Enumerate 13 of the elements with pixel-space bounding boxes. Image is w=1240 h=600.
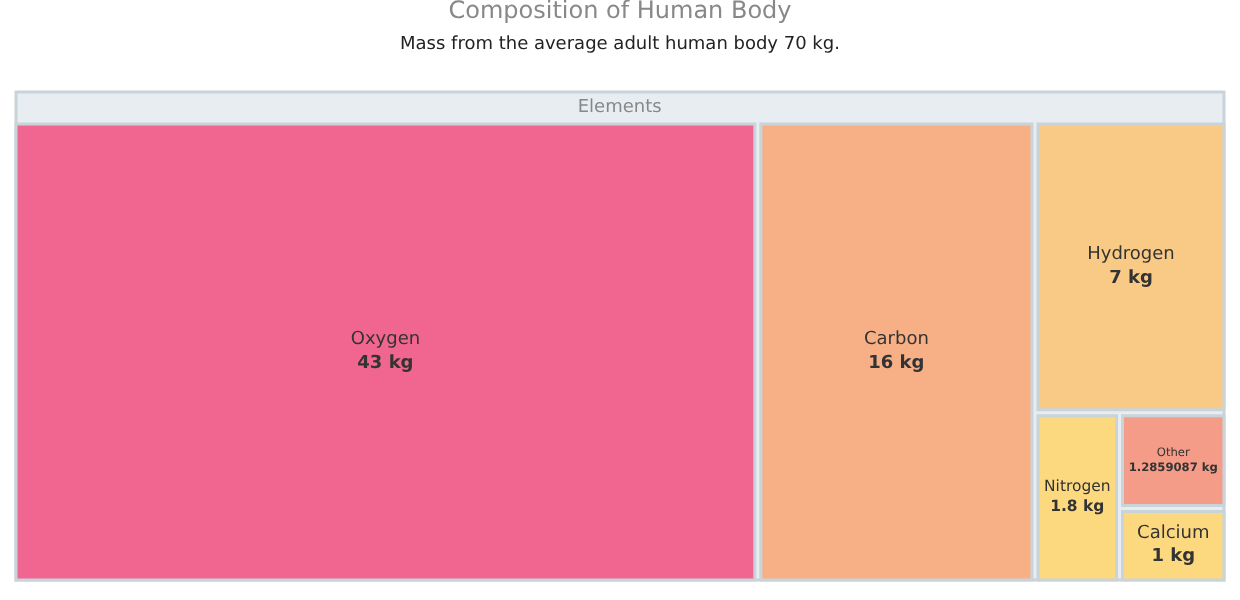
text: Mass from the average adult human body 70 kg. — [400, 35, 840, 56]
data-label: 16 kg — [868, 353, 925, 374]
text: Composition of Human Body — [448, 0, 792, 24]
data-label: 7 kg — [1109, 268, 1153, 289]
data-label: 43 kg — [357, 353, 414, 374]
category-label: Carbon — [863, 330, 929, 351]
text: Elements — [577, 98, 663, 118]
data-label: 1 kg — [1151, 547, 1196, 568]
category-label: Calcium — [1137, 524, 1210, 545]
data-label: 1.8 kg — [1050, 497, 1105, 516]
category-label: Nitrogen — [1044, 477, 1111, 496]
category-label: Oxygen — [350, 330, 421, 351]
category-label: Hydrogen — [1087, 245, 1175, 266]
